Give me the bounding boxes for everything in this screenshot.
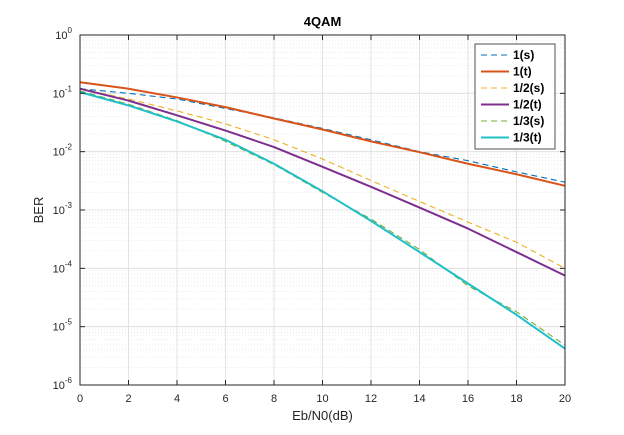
y-tick-label: 10-3: [53, 201, 73, 217]
y-tick-label: 10-2: [53, 143, 73, 159]
x-tick-label: 4: [174, 393, 180, 405]
x-tick-labels: 0 2 4 6 8 10 12 14 16 18 20: [77, 393, 571, 405]
y-tick-label: 10-1: [53, 84, 73, 100]
x-tick-label: 2: [125, 393, 131, 405]
series-lines: [79, 81, 566, 350]
series-line-1-t-: [79, 81, 566, 187]
x-tick-label: 18: [510, 393, 522, 405]
x-tick-label: 8: [271, 393, 277, 405]
x-tick-label: 12: [365, 393, 377, 405]
chart-title: 4QAM: [304, 14, 342, 29]
x-tick-label: 16: [462, 393, 474, 405]
x-tick-label: 6: [222, 393, 228, 405]
axis-ticks: [79, 34, 566, 386]
legend-label: 1/2(t): [513, 98, 542, 112]
legend-label: 1/3(s): [513, 114, 544, 128]
legend-box: [474, 43, 556, 150]
series-line-1-s-: [79, 88, 566, 183]
y-tick-labels: 10-6 10-5 10-4 10-3 10-2 10-1 100: [53, 26, 73, 392]
x-tick-label: 10: [316, 393, 328, 405]
y-tick-label: 10-4: [53, 259, 73, 275]
x-axis-label: Eb/N0(dB): [292, 408, 353, 423]
y-tick-label: 10-5: [53, 318, 73, 334]
legend-label: 1/3(t): [513, 131, 542, 145]
legend-label: 1(t): [513, 65, 532, 79]
x-tick-label: 0: [77, 393, 83, 405]
series-line-1-2-t-: [79, 87, 566, 277]
legend: 1(s) 1(t) 1/2(s) 1/2(t) 1/3(s) 1/3(t): [474, 43, 556, 150]
y-tick-label: 10-6: [53, 376, 73, 392]
legend-label: 1(s): [513, 48, 534, 62]
x-tick-label: 20: [559, 393, 571, 405]
legend-label: 1/2(s): [513, 81, 544, 95]
series-line-1-3-t-: [79, 91, 566, 350]
x-tick-label: 14: [413, 393, 425, 405]
series-line-1-2-s-: [79, 88, 566, 269]
y-axis-label: BER: [31, 197, 46, 224]
y-tick-label: 100: [55, 26, 72, 42]
